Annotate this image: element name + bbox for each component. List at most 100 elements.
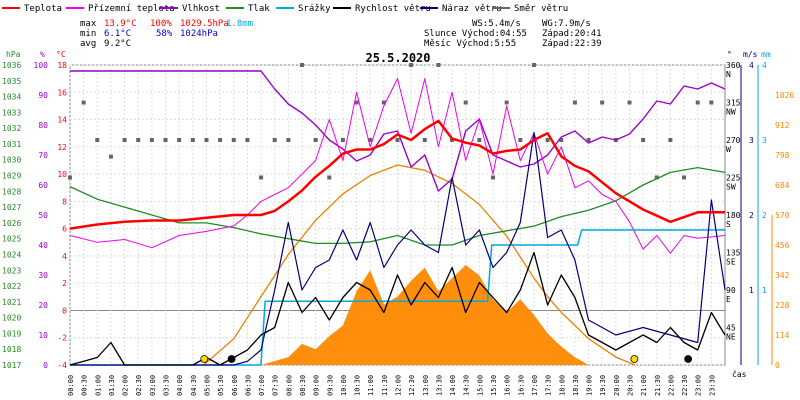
tick-radiation-5: 570 (775, 211, 790, 220)
tick-pressure-5: 1022 (2, 282, 21, 291)
stats-min-press: 1024hPa (180, 29, 218, 39)
info-moon: Měsíc Východ:5:55 (424, 39, 516, 49)
wind-dir-point (136, 138, 141, 142)
tick-pressure-8: 1025 (2, 235, 21, 244)
tick-humidity-5: 50 (38, 211, 48, 220)
wind-gust-line (70, 131, 726, 366)
tick-humidity-2: 20 (38, 301, 48, 310)
tick-dir-2: 135 (726, 249, 741, 258)
stats-avg-label: avg (80, 39, 96, 49)
tick-time-22: 11:00 (367, 375, 375, 396)
tick-time-29: 14:30 (463, 375, 471, 396)
tick-pressure-2: 1019 (2, 329, 21, 338)
radiation-series (203, 164, 636, 366)
tick-pressure-19: 1036 (2, 61, 21, 70)
sunset-marker (630, 355, 639, 363)
tick-dir-6: 315 (726, 99, 741, 108)
wind-dir-point (231, 138, 236, 142)
tick-time-7: 03:30 (163, 375, 171, 396)
tick-pressure-3: 1020 (2, 314, 21, 323)
tick-time-40: 20:00 (613, 375, 621, 396)
tick-dir-0: 45 (726, 324, 736, 333)
wind-dir-point (709, 100, 714, 105)
legend-label-2: Vlhkost (182, 4, 220, 14)
tick-pressure-16: 1033 (2, 108, 21, 117)
tick-pressure-9: 1026 (2, 219, 21, 228)
axis-unit-labels: hPa % °C ° m/s mm čas (6, 50, 771, 379)
stats-avg-temp: 9.2°C (104, 39, 131, 49)
tick-temp-3: 2 (62, 279, 67, 288)
tick-humidity-3: 30 (38, 271, 48, 280)
tick-time-41: 20:30 (626, 375, 634, 396)
wind-dir-point (395, 138, 400, 142)
wind-dir-point (340, 138, 345, 142)
humidity-line (70, 70, 726, 192)
tick-pressure-18: 1035 (2, 77, 21, 86)
tick-temp-5: 6 (62, 225, 67, 234)
tick-time-38: 19:00 (586, 375, 594, 396)
tick-time-14: 07:00 (258, 375, 266, 396)
wind-dir-point (627, 100, 632, 105)
tick-rain-2: 3 (762, 136, 767, 145)
chart-title: 25.5.2020 (365, 51, 430, 65)
tick-dir-1: 90 (726, 286, 736, 295)
tick-time-28: 14:00 (449, 375, 457, 396)
ground-temp-line (69, 78, 726, 254)
tick-humidity-4: 40 (38, 241, 48, 250)
tick-time-19: 09:30 (326, 375, 334, 396)
stats-max-temp: 13.9°C (104, 19, 137, 29)
tick-time-45: 22:30 (681, 375, 689, 396)
unit-hpa: hPa (6, 50, 21, 59)
tick-pressure-6: 1023 (2, 266, 21, 275)
stats-min-temp: 6.1°C (104, 29, 131, 39)
tick-dir-4: 225 (726, 174, 741, 183)
tick-pressure-15: 1032 (2, 124, 21, 133)
tick-pressure-14: 1031 (2, 140, 21, 149)
wind-dir-point (450, 138, 455, 142)
wind-dir-point (81, 100, 86, 105)
wind-dir-point (177, 138, 182, 142)
legend-label-7: Směr větru (514, 4, 568, 14)
tick-time-17: 08:30 (299, 375, 307, 396)
wind-dir-point (327, 175, 332, 180)
wind-dir-point (477, 138, 482, 142)
tick-time-5: 02:30 (135, 375, 143, 396)
tick-dir-3: 180 (726, 211, 741, 220)
wind-dir-point (436, 63, 441, 67)
unit-degc: °C (56, 50, 66, 59)
tick-pressure-11: 1028 (2, 187, 21, 196)
tick-wind-0: 1 (749, 286, 754, 295)
moonset-marker (684, 355, 693, 363)
series-lines (68, 63, 726, 366)
tick-humidity-8: 80 (38, 121, 48, 130)
legend-label-4: Srážky (298, 4, 331, 14)
tick-pressure-7: 1024 (2, 250, 21, 259)
legend-label-1: Přízemní teplota (88, 4, 175, 14)
tick-pressure-10: 1027 (2, 203, 21, 212)
tick-time-16: 08:00 (285, 375, 293, 396)
tick-time-43: 21:30 (654, 375, 662, 396)
tick-time-47: 23:30 (708, 375, 716, 396)
stats-block: max 13.9°C 100% 1029.5hPa 1.8mm min 6.1°… (80, 19, 253, 49)
wind-dir-point (190, 138, 195, 142)
tick-radiation-2: 228 (775, 301, 790, 310)
tick-time-31: 15:30 (490, 375, 498, 396)
info-sunset: Západ:20:41 (542, 29, 602, 39)
tick-time-24: 12:00 (395, 375, 403, 396)
tick-temp-11: 18 (57, 61, 67, 70)
tick-time-12: 06:00 (231, 375, 239, 396)
tick-time-6: 03:00 (149, 375, 157, 396)
stats-max-press: 1029.5hPa (180, 19, 229, 29)
tick-radiation-9: 1026 (775, 91, 794, 100)
tick-temp-0: -4 (57, 361, 67, 370)
tick-dir-label-5: W (726, 145, 731, 154)
tick-time-0: 00:00 (67, 375, 75, 396)
wind-speed-line (69, 251, 726, 366)
wind-dir-point (381, 100, 386, 105)
info-block: WS:5.4m/s WG:7.9m/s Slunce Východ:04:55 … (424, 19, 602, 49)
radiation-curve (203, 164, 636, 366)
tick-pressure-13: 1030 (2, 156, 21, 165)
tick-time-26: 13:00 (422, 375, 430, 396)
